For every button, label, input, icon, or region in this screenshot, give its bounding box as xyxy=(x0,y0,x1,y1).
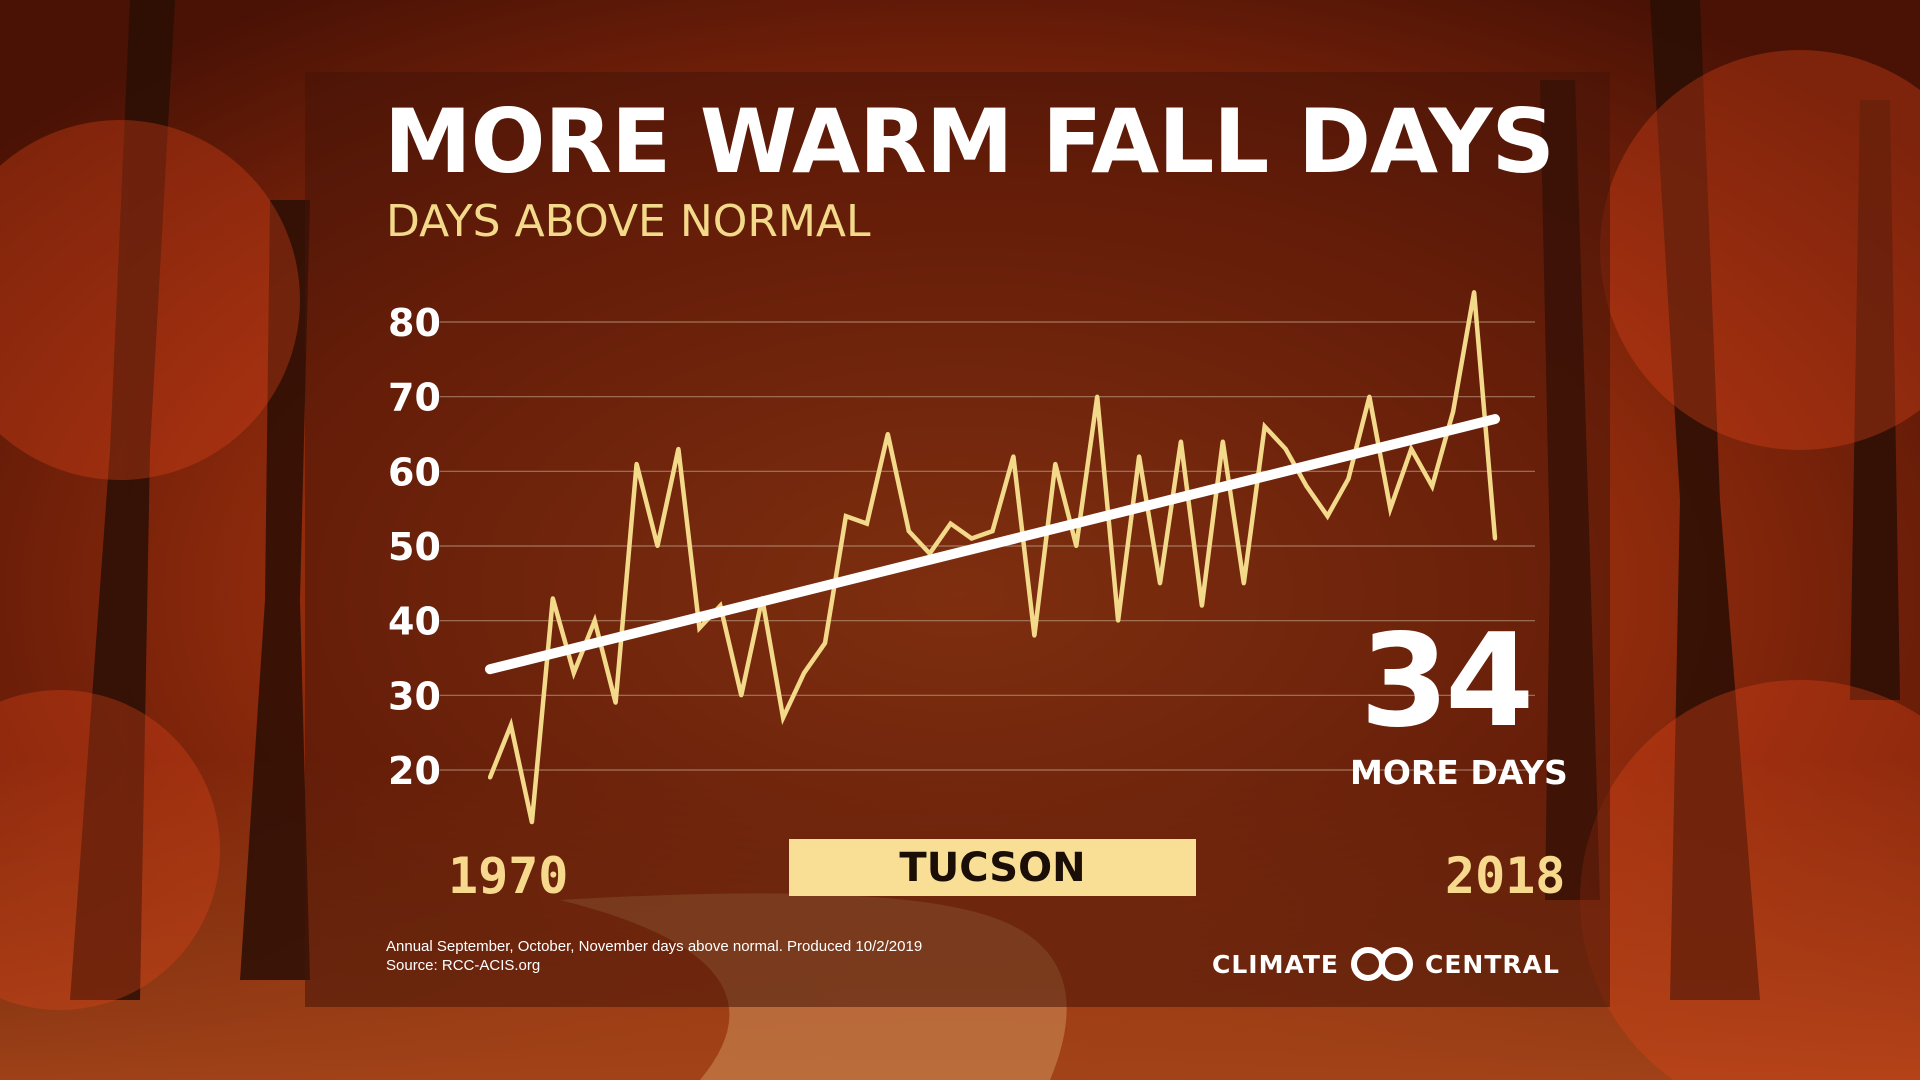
data-point-2004 xyxy=(1199,603,1204,608)
series-line-group xyxy=(487,290,1498,825)
data-point-2010 xyxy=(1325,514,1330,519)
data-point-1978 xyxy=(655,544,660,548)
data-point-1979 xyxy=(676,446,681,451)
data-point-2008 xyxy=(1283,446,1288,451)
data-point-1996 xyxy=(1032,633,1037,638)
data-point-2006 xyxy=(1241,581,1246,586)
data-point-2018 xyxy=(1493,536,1497,541)
data-point-1977 xyxy=(634,461,639,466)
logo-text-right: CENTRAL xyxy=(1425,949,1560,979)
data-point-1971 xyxy=(508,723,513,728)
data-point-1989 xyxy=(885,432,890,436)
days-above-normal-line xyxy=(487,291,1498,823)
data-point-1975 xyxy=(592,618,597,623)
data-point-1990 xyxy=(906,529,911,534)
x-axis-year-labels: 1970 2018 xyxy=(448,847,1565,905)
data-point-2014 xyxy=(1409,446,1414,451)
data-point-2013 xyxy=(1388,506,1393,511)
data-point-2002 xyxy=(1158,581,1162,586)
chart-title: MORE WARM FALL DAYS xyxy=(384,90,1555,193)
data-point-1976 xyxy=(613,700,618,705)
data-point-1994 xyxy=(990,529,995,534)
y-tick-label-40: 40 xyxy=(388,600,441,644)
data-point-2003 xyxy=(1178,439,1183,444)
callout-number: 34 xyxy=(1360,607,1534,756)
climate-central-logo: CLIMATE CENTRAL xyxy=(1212,944,1560,984)
data-point-2009 xyxy=(1304,484,1309,489)
y-axis-tick-labels: 20 30 40 50 60 70 80 xyxy=(388,301,441,793)
data-point-1997 xyxy=(1053,461,1058,466)
data-point-2016 xyxy=(1451,409,1456,414)
data-point-1995 xyxy=(1011,454,1016,459)
chart-subtitle: DAYS ABOVE NORMAL xyxy=(386,196,871,247)
data-point-1970 xyxy=(488,775,492,780)
footnote-source: Source: RCC-ACIS.org xyxy=(386,957,541,974)
trend-line xyxy=(485,414,1500,675)
data-point-2015 xyxy=(1430,484,1435,489)
data-point-2007 xyxy=(1262,424,1267,429)
trend-line-group xyxy=(485,414,1500,675)
data-point-1974 xyxy=(571,670,576,675)
data-point-1993 xyxy=(969,536,974,541)
y-tick-label-80: 80 xyxy=(388,301,441,345)
data-point-1992 xyxy=(948,521,953,526)
logo-text-left: CLIMATE xyxy=(1212,949,1339,979)
data-point-2001 xyxy=(1137,454,1142,459)
data-point-1999 xyxy=(1095,394,1100,399)
data-point-1988 xyxy=(864,521,869,526)
data-point-1984 xyxy=(781,715,786,720)
data-point-2017 xyxy=(1472,290,1477,295)
callout-label: MORE DAYS xyxy=(1350,753,1568,792)
x-label-start-year: 1970 xyxy=(448,847,568,905)
footnote-description: Annual September, October, November days… xyxy=(386,938,923,955)
data-point-1972 xyxy=(529,820,534,825)
data-point-1973 xyxy=(550,596,555,601)
data-point-2012 xyxy=(1367,394,1372,399)
data-point-1982 xyxy=(739,693,744,698)
footnote: Annual September, October, November days… xyxy=(386,937,922,975)
data-point-1998 xyxy=(1074,544,1079,548)
location-badge: TUCSON xyxy=(789,839,1196,896)
y-tick-label-60: 60 xyxy=(388,450,441,494)
data-point-2000 xyxy=(1116,618,1121,623)
y-tick-label-30: 30 xyxy=(388,674,441,718)
data-point-1985 xyxy=(802,670,807,675)
y-tick-label-50: 50 xyxy=(388,525,441,569)
data-point-2011 xyxy=(1346,476,1351,481)
data-point-1986 xyxy=(823,641,827,646)
linked-rings-icon xyxy=(1351,947,1413,981)
location-label: TUCSON xyxy=(899,844,1086,891)
data-point-2005 xyxy=(1220,439,1225,444)
y-tick-label-70: 70 xyxy=(388,376,441,420)
x-label-end-year: 2018 xyxy=(1445,847,1565,905)
data-point-1980 xyxy=(697,626,702,631)
data-point-1987 xyxy=(843,514,848,519)
y-tick-label-20: 20 xyxy=(388,749,441,793)
